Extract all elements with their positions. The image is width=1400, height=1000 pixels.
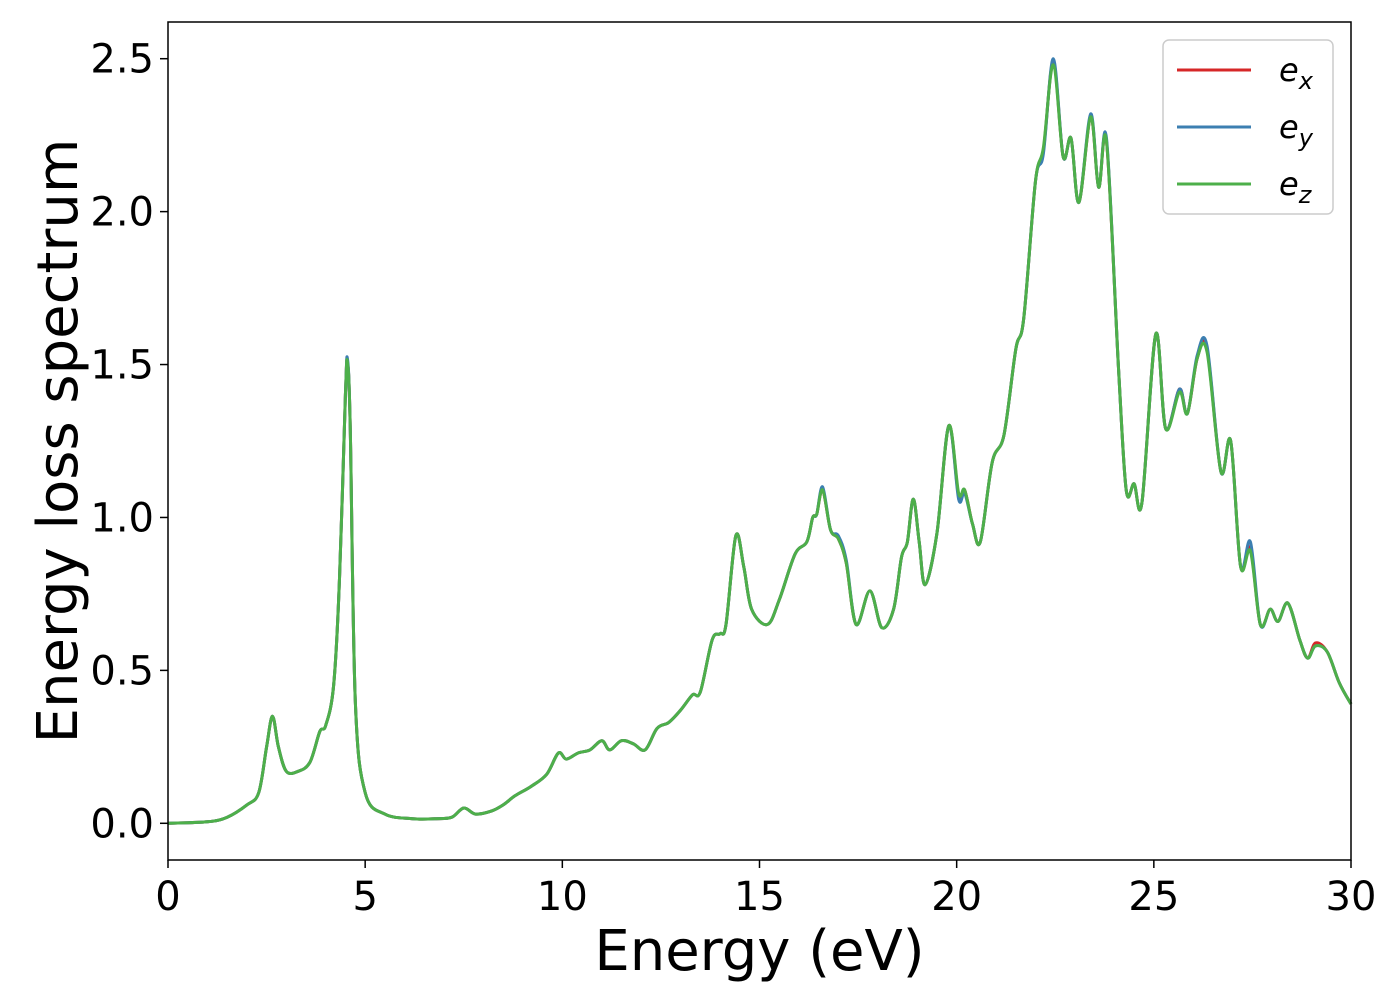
x-tick-label: 20 <box>931 874 982 920</box>
y-tick-label: 0.0 <box>90 801 154 847</box>
x-axis: 0 5 10 15 20 25 30 <box>155 860 1376 920</box>
legend-label-z: ez <box>1279 165 1313 209</box>
x-tick-label: 0 <box>155 874 180 920</box>
legend-label-y: ey <box>1279 108 1314 152</box>
x-tick-label: 10 <box>537 874 588 920</box>
x-axis-title: Energy (eV) <box>594 919 924 984</box>
y-tick-label: 2.5 <box>90 37 154 83</box>
y-tick-label: 1.5 <box>90 343 154 389</box>
series-layer <box>167 57 1353 825</box>
x-tick-label: 25 <box>1128 874 1179 920</box>
x-tick-label: 15 <box>734 874 785 920</box>
y-axis: 0.0 0.5 1.0 1.5 2.0 2.5 <box>90 37 168 847</box>
y-tick-label: 0.5 <box>90 648 154 694</box>
x-tick-label: 30 <box>1326 874 1377 920</box>
series-line-z <box>167 63 1353 825</box>
y-axis-title: Energy loss spectrum <box>26 139 91 744</box>
y-tick-label: 2.0 <box>90 190 154 236</box>
y-tick-label: 1.0 <box>90 495 154 541</box>
legend: ex ey ez <box>1162 39 1334 215</box>
legend-label-x: ex <box>1279 51 1314 95</box>
x-tick-label: 5 <box>352 874 377 920</box>
